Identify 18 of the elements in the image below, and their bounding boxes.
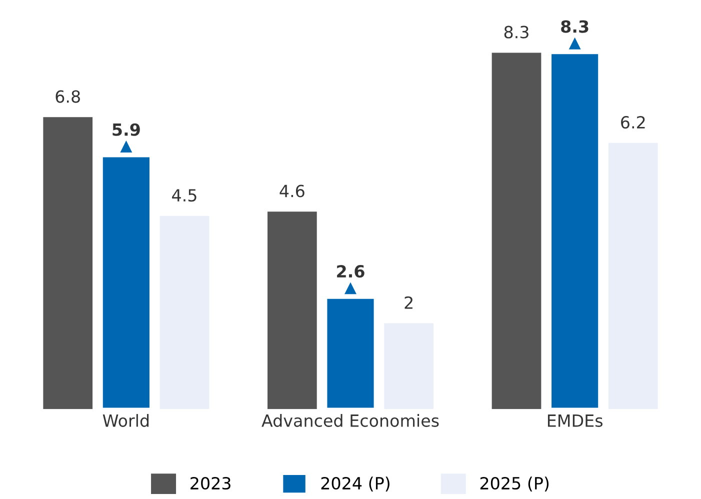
legend-label: 2025 (P) bbox=[480, 476, 549, 492]
data-label: 6.2 bbox=[621, 116, 645, 129]
x-tick-label: EMDEs bbox=[548, 414, 602, 427]
bar bbox=[492, 52, 542, 410]
data-label: 8.3 bbox=[561, 20, 588, 33]
data-label: 5.9 bbox=[112, 123, 140, 136]
data-label: 2.6 bbox=[337, 265, 364, 278]
x-tick-label: World bbox=[102, 414, 149, 427]
x-tick-label: Advanced Economies bbox=[262, 414, 439, 427]
data-label: 4.6 bbox=[280, 184, 304, 198]
data-label: 6.8 bbox=[56, 90, 80, 103]
bar bbox=[43, 117, 93, 410]
legend-label: 2024 (P) bbox=[321, 476, 390, 492]
legend-label: 2023 bbox=[190, 476, 230, 490]
data-label: 2 bbox=[404, 296, 412, 309]
bar bbox=[268, 212, 317, 410]
data-label: 4.5 bbox=[172, 189, 196, 202]
data-label: 8.3 bbox=[504, 26, 528, 38]
